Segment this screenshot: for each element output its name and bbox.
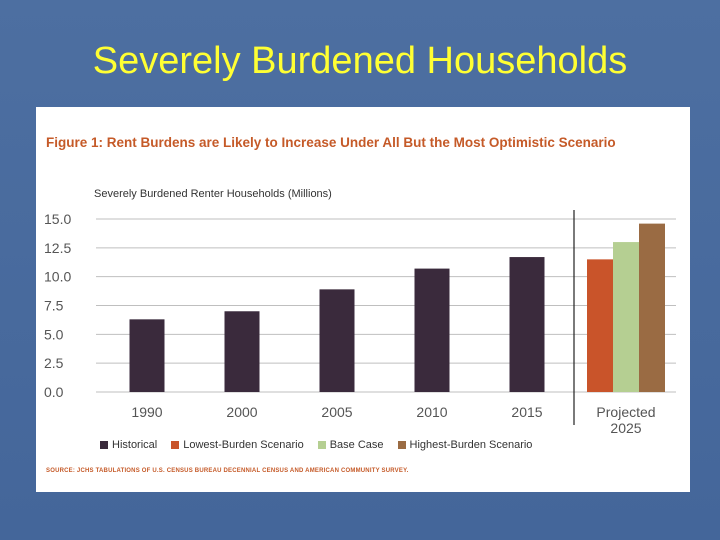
legend-label-lowest: Lowest-Burden Scenario xyxy=(183,439,304,451)
y-tick-labels: 15.0 12.5 10.0 7.5 5.0 2.5 0.0 xyxy=(44,211,71,400)
legend-swatch-historical xyxy=(100,441,108,449)
y-tick-label: 7.5 xyxy=(44,298,64,314)
bar-2010-historical xyxy=(414,268,450,392)
figure-title: Figure 1: Rent Burdens are Likely to Inc… xyxy=(46,135,616,150)
y-tick-label: 2.5 xyxy=(44,355,64,371)
bar-2005-historical xyxy=(319,289,355,392)
y-tick-label: 15.0 xyxy=(44,211,71,227)
x-tick-labels: 1990 2000 2005 2010 2015 Projected 2025 xyxy=(131,404,655,436)
legend-item-highest: Highest-Burden Scenario xyxy=(397,439,533,451)
bars xyxy=(129,223,665,392)
bar-2000-historical xyxy=(224,311,260,392)
figure-panel: Figure 1: Rent Burdens are Likely to Inc… xyxy=(36,107,690,492)
legend-item-historical: Historical xyxy=(100,439,157,451)
legend-swatch-highest xyxy=(397,441,406,449)
gridlines xyxy=(96,218,676,393)
y-tick-label: 12.5 xyxy=(44,240,71,256)
source-note: SOURCE: JCHS TABULATIONS OF U.S. CENSUS … xyxy=(46,468,409,474)
legend-label-highest: Highest-Burden Scenario xyxy=(409,439,533,451)
legend-label-historical: Historical xyxy=(112,439,158,451)
bar-chart: 15.0 12.5 10.0 7.5 5.0 2.5 0.0 1990 2000 2005 201… xyxy=(44,210,676,436)
x-tick-label: 1990 xyxy=(131,404,162,420)
legend-swatch-lowest xyxy=(171,441,180,449)
y-tick-label: 10.0 xyxy=(44,269,71,285)
legend-label-base: Base Case xyxy=(329,439,384,451)
x-tick-label: 2005 xyxy=(321,404,352,420)
legend-item-base: Base Case xyxy=(317,439,384,451)
bar-2015-historical xyxy=(509,257,545,392)
bar-projected-2025-highest-burden-scenario xyxy=(639,223,665,392)
legend-swatch-base xyxy=(317,441,326,449)
bar-projected-2025-base-case xyxy=(613,242,639,392)
x-tick-label: Projected 2025 xyxy=(596,404,655,436)
slide-title: Severely Burdened Households xyxy=(92,40,628,82)
legend-item-lowest: Lowest-Burden Scenario xyxy=(171,439,304,451)
y-tick-label: 0.0 xyxy=(44,384,64,400)
x-tick-label: 2000 xyxy=(226,404,257,420)
bar-1990-historical xyxy=(129,319,165,392)
y-tick-label: 5.0 xyxy=(44,326,64,342)
legend: Historical Lowest-Burden Scenario Base C… xyxy=(100,439,546,451)
bar-projected-2025-lowest-burden-scenario xyxy=(587,259,613,392)
x-tick-label: 2015 xyxy=(511,404,542,420)
x-tick-label: 2010 xyxy=(416,404,447,420)
y-axis-title: Severely Burdened Renter Households (Mil… xyxy=(94,188,332,200)
